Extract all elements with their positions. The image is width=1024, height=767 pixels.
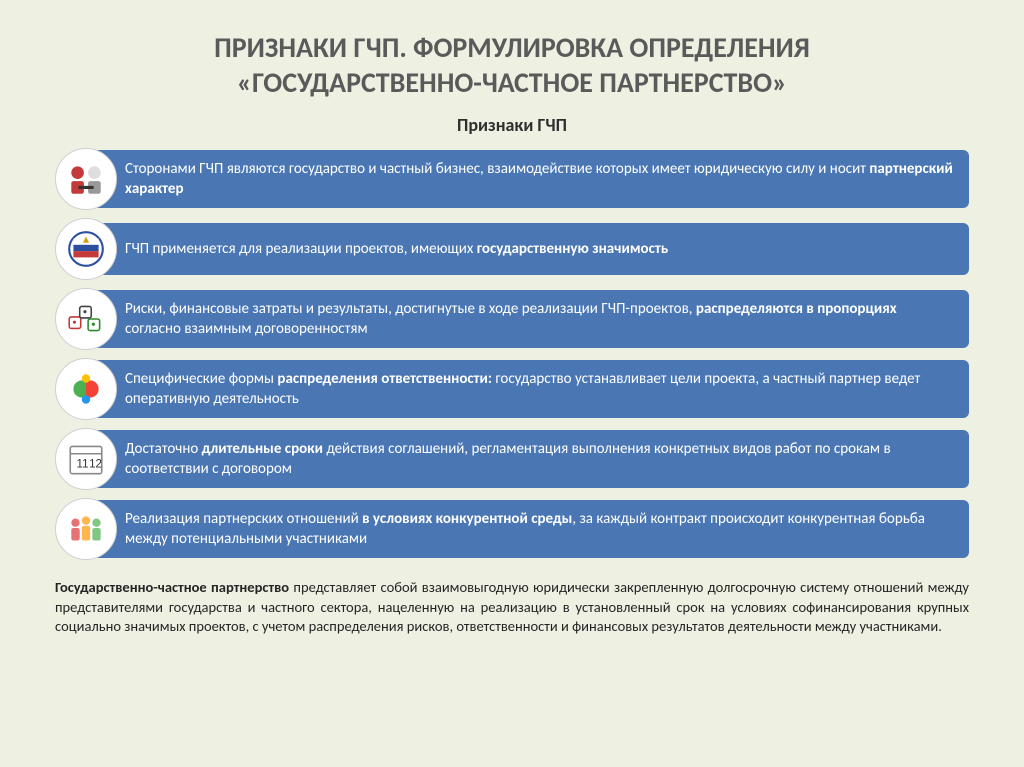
emblem-icon [55,218,117,280]
slide-subtitle: Признаки ГЧП [55,114,969,136]
feature-text: Реализация партнерских отношений в услов… [125,509,955,550]
risk-icon [55,288,117,350]
feature-bar: Риски, финансовые затраты и результаты, … [93,290,969,349]
svg-text:12: 12 [89,458,102,470]
calendar-icon: 1112 [55,428,117,490]
feature-text: Сторонами ГЧП являются государство и час… [125,159,955,200]
feature-bar: Достаточно длительные сроки действия сог… [93,430,969,489]
feature-list: Сторонами ГЧП являются государство и час… [55,148,969,560]
feature-text: Риски, финансовые затраты и результаты, … [125,299,955,340]
feature-bar: Реализация партнерских отношений в услов… [93,500,969,559]
feature-item: ГЧП применяется для реализации проектов,… [55,218,969,280]
feature-bar: ГЧП применяется для реализации проектов,… [93,223,969,275]
title-line1: ПРИЗНАКИ ГЧП. ФОРМУЛИРОВКА ОПРЕДЕЛЕНИЯ [214,30,810,65]
feature-item: Сторонами ГЧП являются государство и час… [55,148,969,210]
feature-bar: Специфические формы распределения ответс… [93,360,969,419]
slide-title: ПРИЗНАКИ ГЧП. ФОРМУЛИРОВКА ОПРЕДЕЛЕНИЯ «… [55,30,969,100]
feature-item: Реализация партнерских отношений в услов… [55,498,969,560]
feature-bar: Сторонами ГЧП являются государство и час… [93,150,969,209]
handshake-icon [55,148,117,210]
feature-item: Риски, финансовые затраты и результаты, … [55,288,969,350]
svg-text:11: 11 [77,458,89,470]
pieces-icon [55,358,117,420]
feature-item: 1112Достаточно длительные сроки действия… [55,428,969,490]
people-icon [55,498,117,560]
feature-item: Специфические формы распределения ответс… [55,358,969,420]
feature-text: ГЧП применяется для реализации проектов,… [125,239,668,259]
title-line2: «ГОСУДАРСТВЕННО-ЧАСТНОЕ ПАРТНЕРСТВО» [237,65,787,100]
definition-text: Государственно-частное партнерство предс… [55,578,969,637]
feature-text: Специфические формы распределения ответс… [125,369,955,410]
feature-text: Достаточно длительные сроки действия сог… [125,439,955,480]
